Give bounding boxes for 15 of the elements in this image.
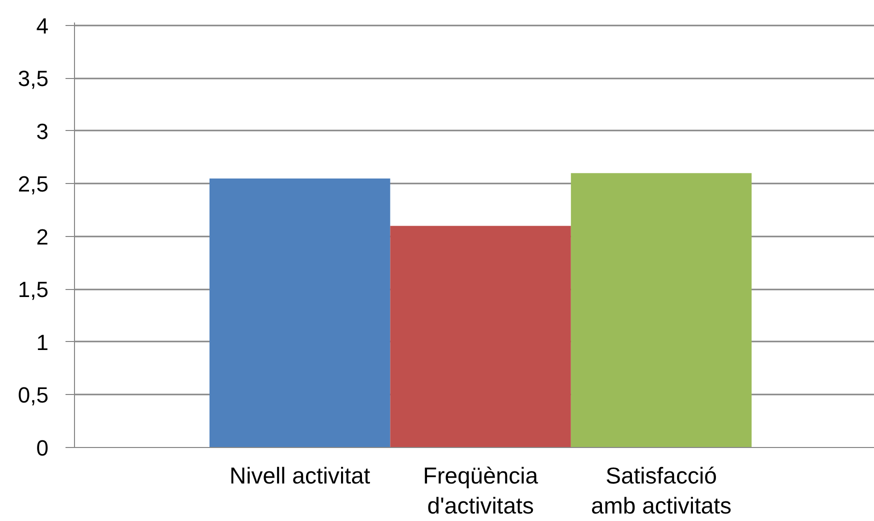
x-tick-label: Nivell activitat [230,462,371,488]
bar [209,178,390,448]
y-tick-label: 0,5 [18,382,49,408]
y-tick-label: 2,5 [18,172,49,197]
bar [570,173,752,448]
y-tick-label: 2 [36,224,49,250]
y-tick-label: 3,5 [18,66,49,92]
x-tick-label: Satisfacció amb activitats [590,462,732,518]
y-tick-label: 3 [36,118,49,144]
y-tick-label: 0 [36,436,49,460]
bar [390,226,571,448]
x-tick-label: Freqüència d'activitats [423,462,538,518]
y-tick-label: 1 [36,330,49,355]
y-tick-label: 1,5 [18,277,49,302]
y-tick-label: 4 [36,13,49,38]
